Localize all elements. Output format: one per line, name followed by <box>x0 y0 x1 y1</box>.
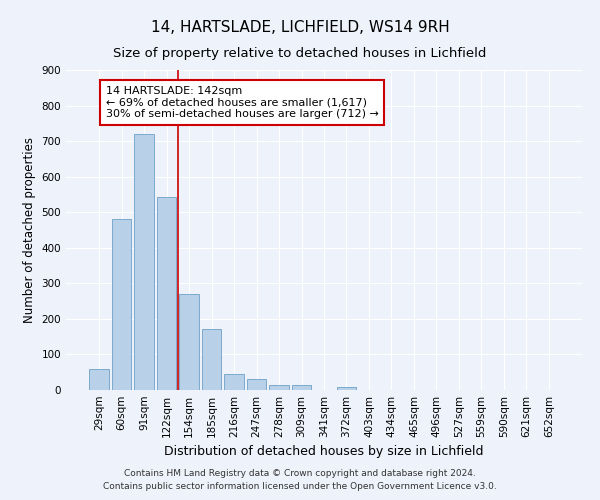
Text: Size of property relative to detached houses in Lichfield: Size of property relative to detached ho… <box>113 48 487 60</box>
Bar <box>89 370 109 390</box>
Bar <box>134 134 154 390</box>
Bar <box>337 387 356 390</box>
Bar <box>157 197 176 390</box>
Text: Contains HM Land Registry data © Crown copyright and database right 2024.: Contains HM Land Registry data © Crown c… <box>124 468 476 477</box>
Bar <box>224 374 244 390</box>
Text: 14, HARTSLADE, LICHFIELD, WS14 9RH: 14, HARTSLADE, LICHFIELD, WS14 9RH <box>151 20 449 35</box>
Bar <box>202 329 221 390</box>
Bar <box>269 384 289 390</box>
X-axis label: Distribution of detached houses by size in Lichfield: Distribution of detached houses by size … <box>164 446 484 458</box>
Text: Contains public sector information licensed under the Open Government Licence v3: Contains public sector information licen… <box>103 482 497 491</box>
Bar <box>292 386 311 390</box>
Bar <box>247 380 266 390</box>
Bar <box>112 220 131 390</box>
Y-axis label: Number of detached properties: Number of detached properties <box>23 137 36 323</box>
Text: 14 HARTSLADE: 142sqm
← 69% of detached houses are smaller (1,617)
30% of semi-de: 14 HARTSLADE: 142sqm ← 69% of detached h… <box>106 86 379 119</box>
Bar <box>179 294 199 390</box>
